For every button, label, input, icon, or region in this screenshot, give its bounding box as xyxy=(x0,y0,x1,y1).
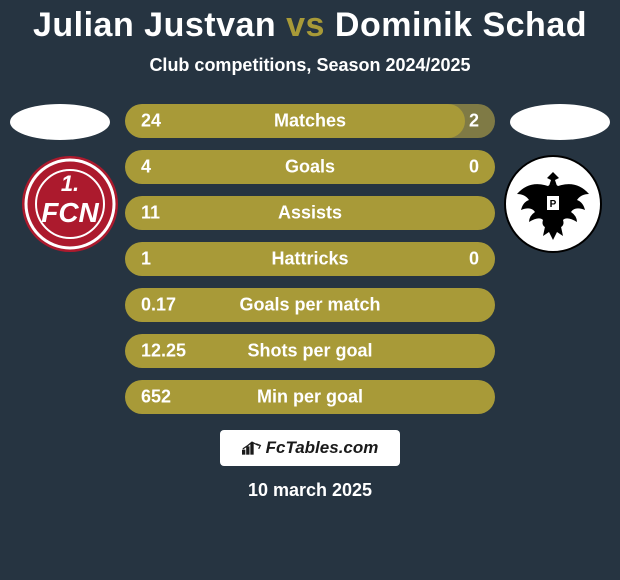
stat-left-value: 0.17 xyxy=(141,295,176,316)
comparison-title: Julian Justvan vs Dominik Schad xyxy=(0,0,620,45)
stat-label: Min per goal xyxy=(257,387,363,408)
stat-label: Assists xyxy=(278,203,342,224)
svg-text:FCN: FCN xyxy=(41,197,99,228)
stat-left-value: 1 xyxy=(141,249,151,270)
player1-name: Julian Justvan xyxy=(33,6,286,44)
stat-row: 652 Min per goal xyxy=(125,380,495,414)
stat-right-value: 0 xyxy=(469,157,479,178)
stat-left-value: 12.25 xyxy=(141,341,186,362)
stat-row: 12.25 Shots per goal xyxy=(125,334,495,368)
vs-text: vs xyxy=(286,6,325,44)
stat-right-value: 0 xyxy=(469,249,479,270)
fcn-badge-icon: 1. FCN xyxy=(20,154,120,254)
stat-row: 4 Goals 0 xyxy=(125,150,495,184)
svg-text:P: P xyxy=(550,199,557,210)
left-ellipse-decoration xyxy=(10,104,110,140)
stat-left-value: 652 xyxy=(141,387,171,408)
stat-row: 11 Assists xyxy=(125,196,495,230)
stat-right-value: 2 xyxy=(469,111,479,132)
fctables-logo-icon xyxy=(242,441,262,455)
stat-left-value: 24 xyxy=(141,111,161,132)
subtitle: Club competitions, Season 2024/2025 xyxy=(0,55,620,76)
stat-label: Shots per goal xyxy=(247,341,372,362)
stat-label: Goals xyxy=(285,157,335,178)
right-club-badge: P xyxy=(503,154,603,254)
branding-text: FcTables.com xyxy=(266,438,379,458)
comparison-content: 1. FCN P 24Matches24Goals011Assists1Hatt… xyxy=(0,104,620,414)
stat-label: Hattricks xyxy=(271,249,348,270)
branding-badge: FcTables.com xyxy=(220,430,400,466)
stat-bars: 24Matches24Goals011Assists1Hattricks00.1… xyxy=(125,104,495,414)
player2-name: Dominik Schad xyxy=(325,6,587,44)
date-text: 10 march 2025 xyxy=(0,480,620,501)
stat-left-value: 11 xyxy=(141,203,160,224)
stat-row: 1 Hattricks 0 xyxy=(125,242,495,276)
stat-row: 24 Matches 2 xyxy=(125,104,495,138)
stat-label: Goals per match xyxy=(239,295,380,316)
stat-label: Matches xyxy=(274,111,346,132)
left-club-badge: 1. FCN xyxy=(20,154,120,254)
preussen-badge-icon: P xyxy=(503,154,603,254)
stat-row: 0.17 Goals per match xyxy=(125,288,495,322)
right-ellipse-decoration xyxy=(510,104,610,140)
svg-text:1.: 1. xyxy=(61,171,79,196)
stat-left-value: 4 xyxy=(141,157,151,178)
